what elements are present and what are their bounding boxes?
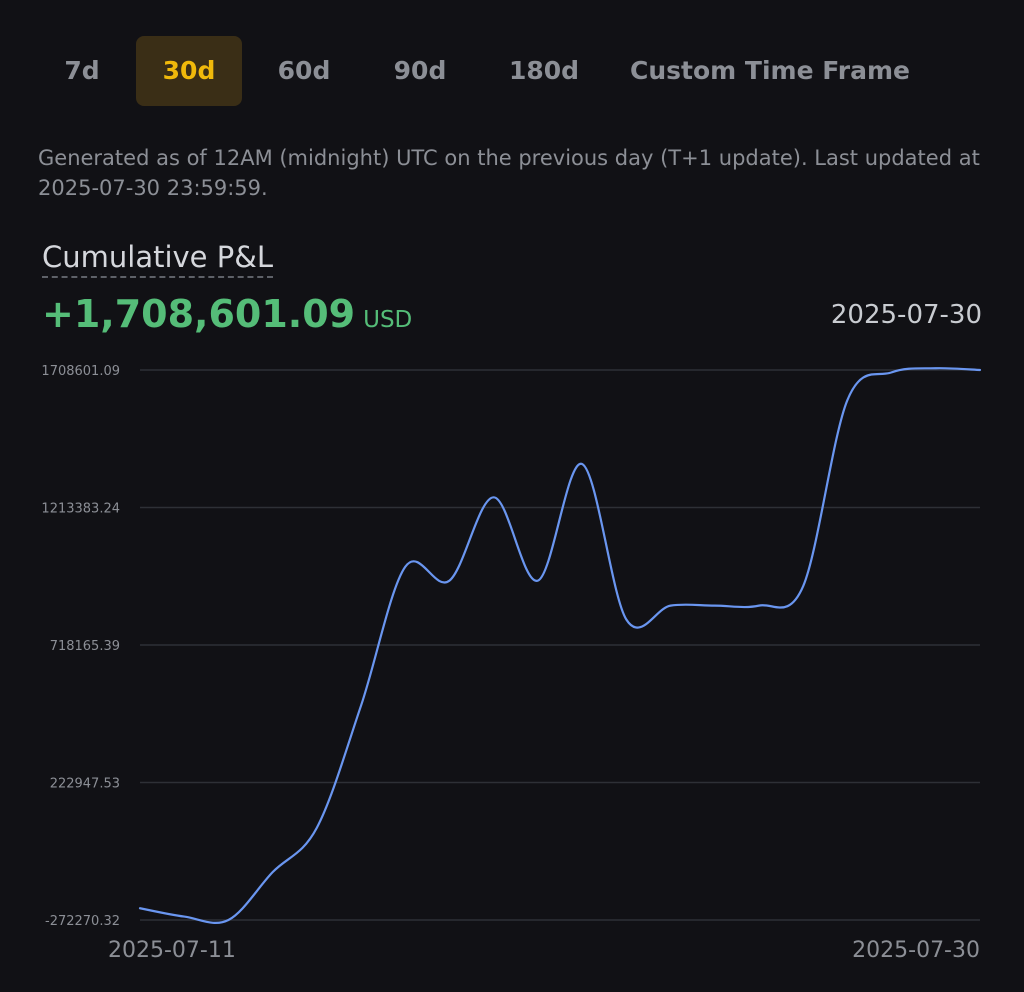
tab-custom-time-frame[interactable]: Custom Time Frame [630, 56, 910, 85]
y-tick-label: 718165.39 [50, 639, 120, 654]
grid-lines [140, 369, 980, 921]
tab-7d[interactable]: 7d [64, 56, 100, 85]
tab-90d[interactable]: 90d [393, 56, 447, 85]
y-tick-label: 222947.53 [50, 777, 120, 792]
series-line [138, 367, 982, 924]
update-note: Generated as of 12AM (midnight) UTC on t… [38, 146, 980, 200]
y-tick-label: -272270.32 [45, 914, 120, 929]
total-pnl: +1,708,601.09 USD [42, 292, 412, 336]
x-tick-label: 2025-07-30 [852, 938, 980, 963]
x-tick-label: 2025-07-11 [108, 938, 236, 963]
y-axis-ticks: 1708601.09 1213383.24 718165.39 222947.53 -2… [41, 364, 120, 929]
tab-60d[interactable]: 60d [277, 56, 331, 85]
y-tick-label: 1708601.09 [41, 364, 120, 379]
selected-date: 2025-07-30 [830, 300, 982, 330]
page-title[interactable]: Cumulative P&L [42, 240, 273, 278]
time-range-tabs: 7d 30d 60d 90d 180d Custom Time Frame [0, 36, 1024, 106]
total-pnl-value: +1,708,601.09 [42, 292, 356, 336]
y-tick-label: 1213383.24 [41, 502, 120, 517]
total-pnl-unit: USD [363, 307, 413, 333]
tab-180d[interactable]: 180d [508, 56, 580, 85]
x-axis-ticks: 2025-07-11 2025-07-30 [108, 938, 980, 963]
tab-30d[interactable]: 30d [136, 36, 242, 106]
